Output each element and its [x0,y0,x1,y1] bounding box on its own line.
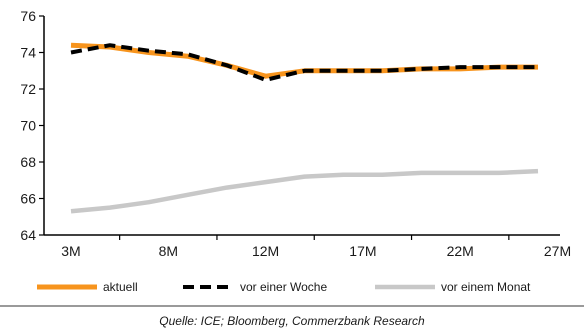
x-tick-label: 17M [349,243,376,259]
series-line-1 [70,43,538,82]
legend-label-1: vor einer Woche [240,280,327,294]
y-tick-label: 68 [20,154,36,170]
y-tick-label: 74 [20,45,36,61]
series-line-2 [70,168,539,214]
y-tick-label: 76 [20,8,36,24]
legend-label-0: aktuell [103,280,138,294]
x-tick-label: 3M [61,243,80,259]
x-tick-label: 22M [447,243,474,259]
y-tick-label: 72 [20,81,36,97]
x-tick-label: 8M [159,243,178,259]
legend-label-2: vor einem Monat [441,280,531,294]
x-tick-label: 12M [252,243,279,259]
y-tick-label: 64 [20,227,36,243]
y-tick-label: 70 [20,118,36,134]
y-tick-label: 66 [20,191,36,207]
source-note: Quelle: ICE; Bloomberg, Commerzbank Rese… [159,314,425,328]
x-tick-label: 27M [544,243,571,259]
